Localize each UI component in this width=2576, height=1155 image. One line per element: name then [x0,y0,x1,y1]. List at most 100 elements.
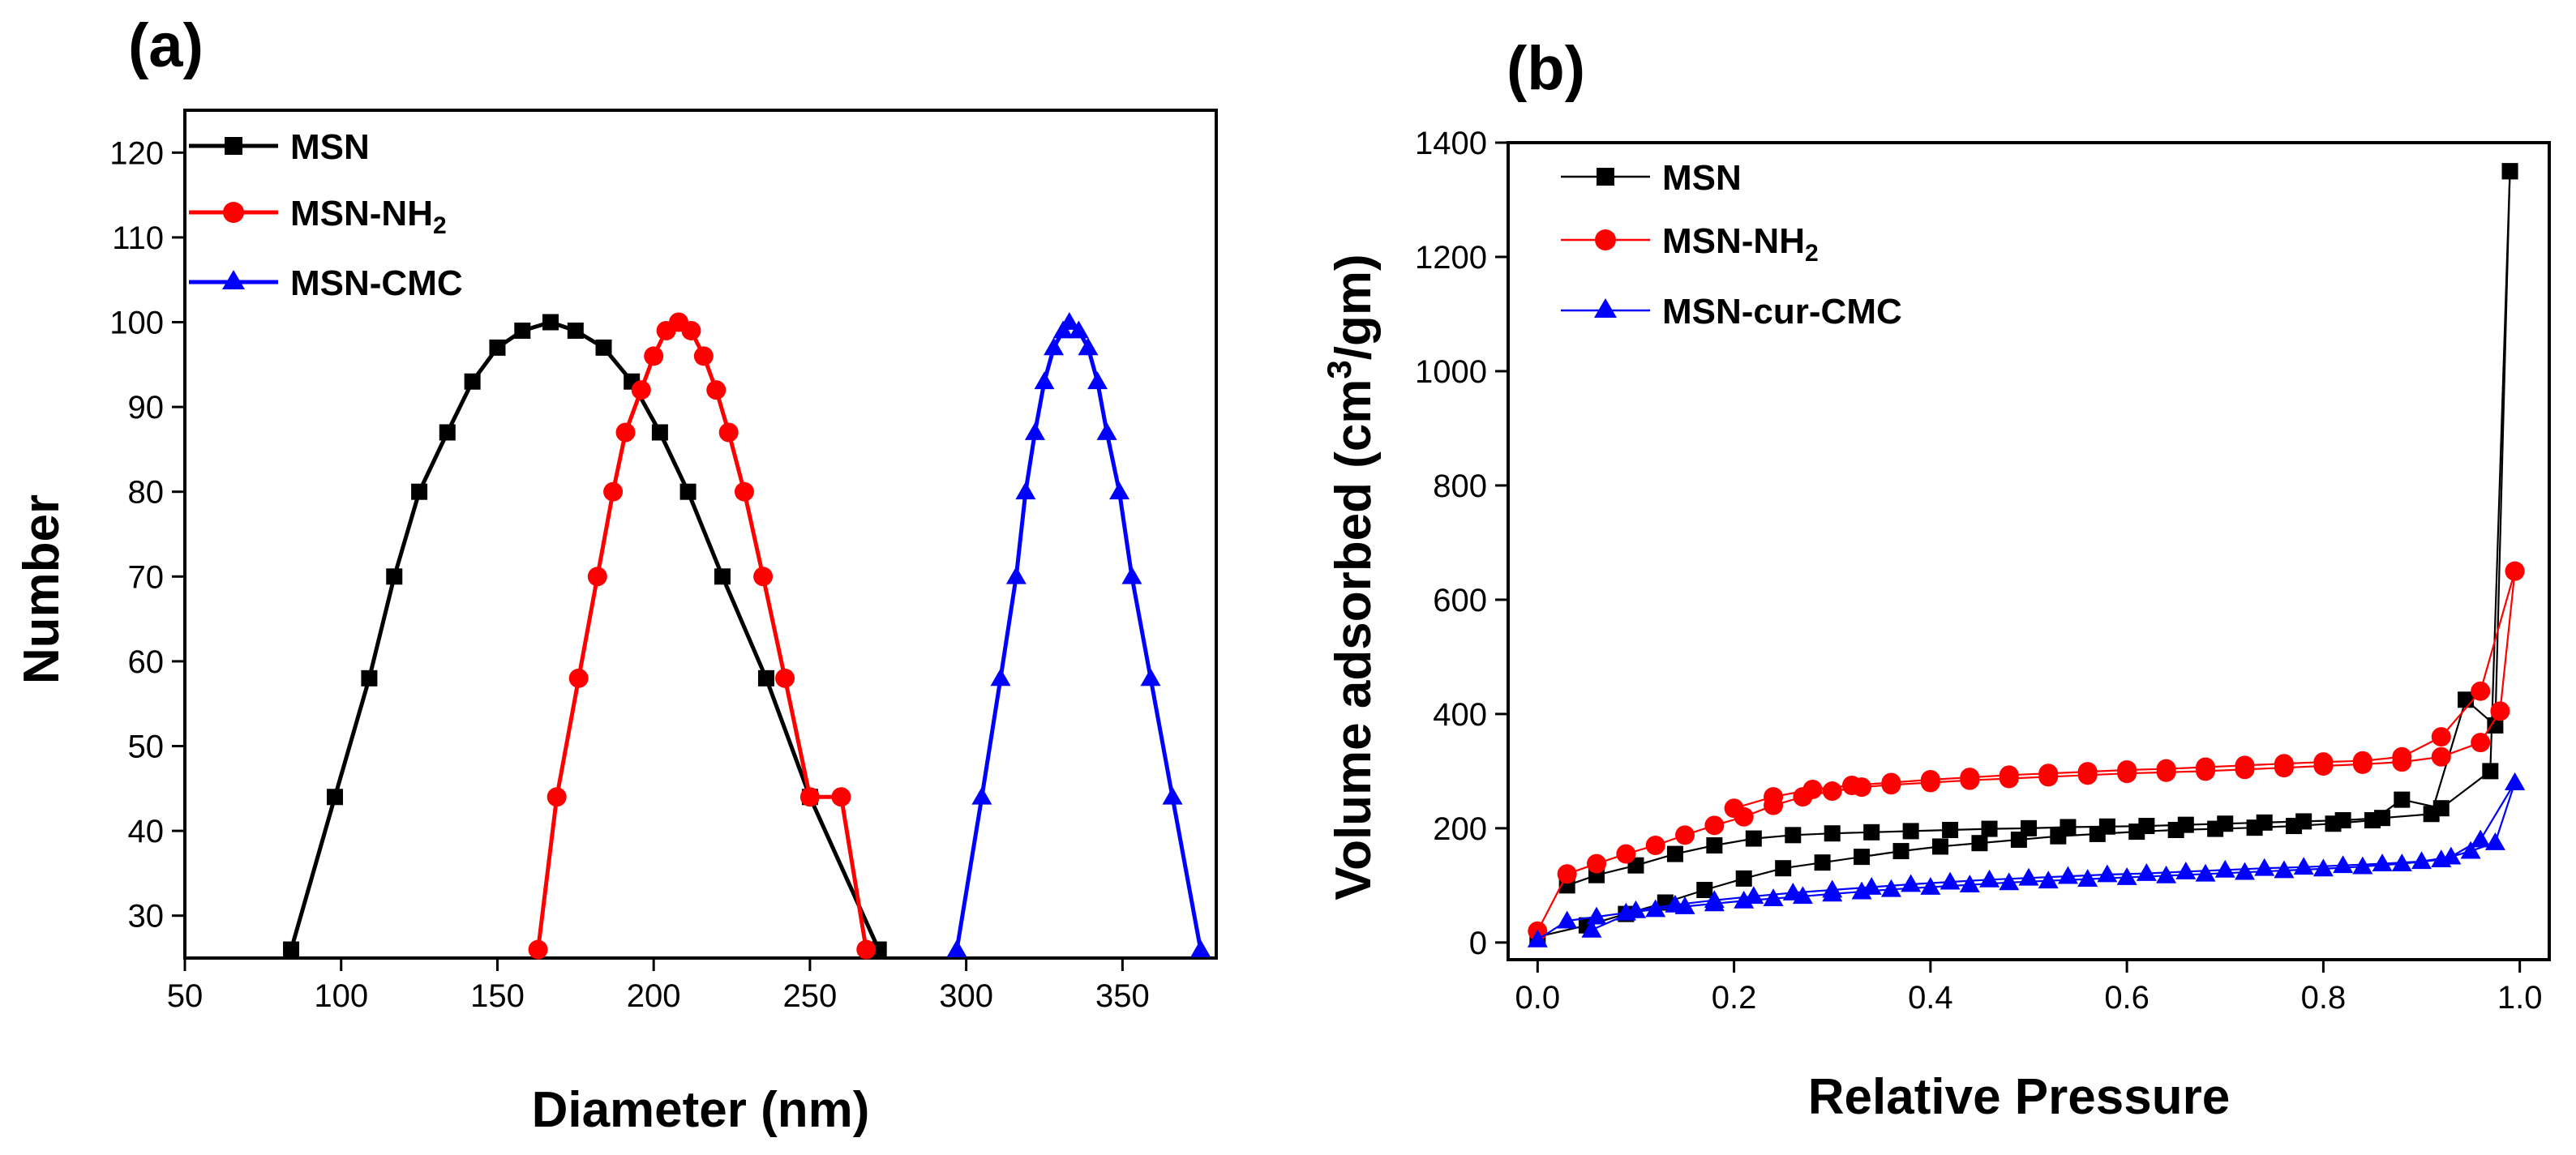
data-point-msn-cmc [1190,939,1211,957]
data-point-msn-nh2 [587,567,607,587]
adsorption-point-msn-cur-cmc [1557,910,1578,929]
data-point-msn [542,314,559,331]
data-point-msn-nh2 [775,668,795,688]
adsorption-point-msn-cur-cmc [1586,906,1607,925]
legend-item-msn: MSN [189,127,370,167]
desorption-point-msn-nh2 [2117,759,2137,780]
desorption-point-msn-cur-cmc [1581,919,1602,938]
adsorption-point-msn-nh2 [2471,733,2491,753]
panel-a-chart: (a) 30 40 50 60 70 80 90 100 110 120 50 100 150 200 2… [14,11,1218,1138]
desorption-point-msn-nh2 [2156,759,2176,779]
desorption-point-msn-cur-cmc [2333,855,2354,874]
desorption-point-msn [1666,845,1683,862]
adsorption-line-msn-cur-cmc [1537,782,2516,941]
legend-item-msn-cur-cmc: MSN-cur-CMC [1561,292,1902,332]
panel-b-y-axis: 0 200 400 600 800 1000 1200 1400 [1415,126,1508,961]
data-point-msn [567,322,584,339]
data-point-msn [361,669,378,687]
legend-label-msn-nh2: MSN-NH2 [290,194,447,239]
desorption-point-msn [1863,823,1880,841]
panel-a-x-axis: 50 100 150 200 250 300 350 [167,958,1150,1014]
desorption-point-msn [1706,837,1723,854]
x-tick-label-0.6: 0.6 [2104,980,2150,1016]
x-tick-label-0.8: 0.8 [2301,980,2347,1016]
y-tick-label-1000: 1000 [1415,354,1487,390]
desorption-point-msn-nh2 [2352,751,2372,771]
legend-label-subscript: 2 [433,212,447,239]
panel-a-legend: MSN MSN-NH2 MSN-CMC [189,127,463,303]
y-title-prefix: Volume adsorbed (cm [1326,379,1382,900]
adsorption-point-msn-cur-cmc [1920,876,1941,895]
adsorption-point-msn-nh2 [1557,864,1577,884]
y-tick-label-110: 110 [112,220,164,256]
y-tick-label-40: 40 [128,814,165,849]
x-tick-label-100: 100 [314,978,368,1014]
data-point-msn-nh2 [603,481,624,502]
desorption-point-msn-cur-cmc [2254,858,2275,876]
data-point-msn-nh2 [718,422,739,443]
data-point-msn-nh2 [706,380,727,400]
legend-square-marker [225,137,242,155]
legend-circle-marker [1595,229,1616,250]
data-point-msn-cmc [1162,786,1183,805]
desorption-point-msn-nh2 [1999,765,2019,785]
desorption-point-msn [2177,816,2194,833]
y-tick-label-90: 90 [128,390,165,426]
legend-label-msn-nh2: MSN-NH2 [1662,221,1819,267]
desorption-point-msn-nh2 [2505,561,2525,581]
series-line-msn-cmc [954,320,1203,950]
desorption-point-msn-cur-cmc [1782,883,1803,900]
data-point-msn-nh2 [546,787,567,807]
data-point-msn [595,339,612,356]
data-point-msn-cmc [1044,337,1065,356]
desorption-point-msn-nh2 [1764,787,1784,807]
adsorption-point-msn-cur-cmc [1645,899,1666,918]
adsorption-point-msn-cur-cmc [1734,890,1755,909]
x-tick-label-200: 200 [627,978,681,1014]
adsorption-point-msn [1696,882,1713,899]
x-tick-label-150: 150 [470,978,525,1014]
desorption-point-msn-cur-cmc [1940,871,1961,890]
desorption-point-msn [1745,830,1762,847]
desorption-point-msn [2098,818,2115,835]
desorption-point-msn-nh2 [2196,757,2216,777]
adsorption-point-msn-cur-cmc [1527,929,1548,948]
desorption-point-msn-nh2 [2077,762,2098,782]
series-msn-cur-cmc [1527,772,2526,948]
panel-b-x-axis-title: Relative Pressure [1808,1069,2230,1125]
desorption-point-msn-nh2 [2471,681,2491,701]
legend-label-msn: MSN [1662,158,1742,198]
desorption-point-msn-cur-cmc [1704,890,1725,909]
desorption-point-msn [2487,717,2504,734]
legend-label-msn: MSN [290,127,370,167]
panel-b-x-axis: 0.0 0.2 0.4 0.6 0.8 1.0 [1515,960,2542,1016]
legend-label-subscript: 2 [1805,240,1819,267]
adsorption-point-msn-cur-cmc [2484,832,2505,850]
legend-triangle-marker [1594,298,1617,318]
data-point-msn [327,789,344,806]
adsorption-point-msn-cur-cmc [1763,888,1784,906]
panel-b-legend: MSN MSN-NH2 MSN-cur-CMC [1561,158,1902,332]
data-point-msn-cmc [990,668,1011,687]
panel-b-series-group [1527,163,2526,948]
desorption-point-msn [1785,827,1802,844]
desorption-point-msn [1981,820,1998,837]
desorption-point-msn-cur-cmc [2175,861,2197,879]
data-point-msn-cmc [1096,421,1117,440]
x-tick-label-350: 350 [1095,978,1150,1014]
data-point-msn-cmc [971,786,992,805]
panel-a-y-axis: 30 40 50 60 70 80 90 100 110 120 [109,135,185,935]
y-tick-label-60: 60 [128,644,165,680]
y-tick-label-400: 400 [1433,697,1487,733]
desorption-point-msn [2138,818,2155,835]
desorption-point-msn-nh2 [2235,755,2255,776]
series-msn-nh2 [528,312,877,960]
desorption-point-msn-cur-cmc [1625,900,1646,918]
x-tick-label-0.0: 0.0 [1515,980,1561,1016]
adsorption-point-msn-cur-cmc [1959,875,1980,893]
data-point-msn-cmc [1087,371,1108,390]
data-point-msn-nh2 [615,422,636,443]
legend-circle-marker [223,202,244,223]
desorption-point-msn-cur-cmc [2018,867,2039,886]
